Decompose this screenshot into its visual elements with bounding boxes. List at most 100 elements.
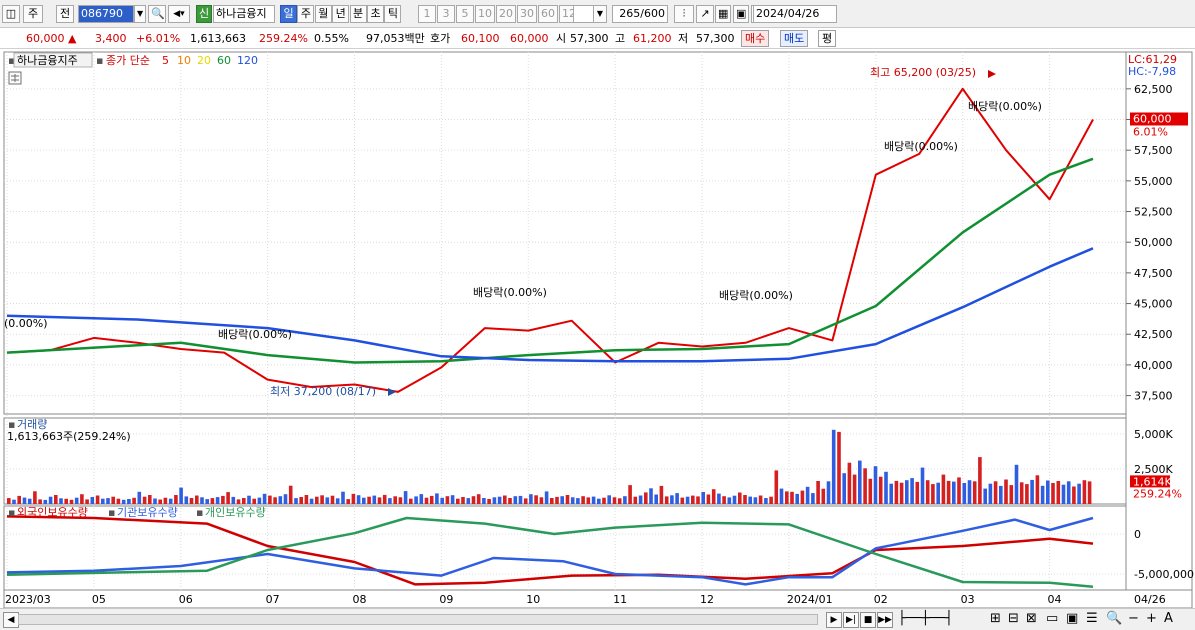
period-tab-0[interactable]: 일 — [280, 5, 297, 23]
compare-icon[interactable]: ▦ — [715, 5, 731, 23]
zoom-fit-icon[interactable]: ⊞ — [990, 611, 1001, 626]
volume-bar-62 — [330, 495, 335, 504]
x-axis-right-label: 04/26 — [1134, 593, 1166, 606]
volume-bar-0 — [7, 498, 11, 504]
trend-tool-icon[interactable]: ↗ — [696, 5, 714, 23]
volume-bar-77 — [409, 498, 413, 504]
volume-bar-91 — [482, 498, 486, 504]
volume-bar-84 — [445, 496, 450, 504]
volume-bar-102 — [539, 497, 544, 504]
zoom-full-icon[interactable]: ▣ — [1066, 611, 1079, 626]
stock-code-dropdown-icon[interactable]: ▼ — [134, 5, 146, 23]
list-icon[interactable]: ☰ — [1086, 611, 1098, 626]
volume-bar-39 — [210, 498, 215, 504]
period-tab-1[interactable]: 주 — [297, 5, 315, 23]
zoom-slider-icon[interactable]: ├──┼──┤ — [898, 611, 953, 626]
zoom-in-icon[interactable]: + — [1146, 611, 1157, 626]
interval-tab-20[interactable]: 20 — [496, 5, 516, 23]
volume-bar-81 — [429, 495, 434, 504]
stock-code-input[interactable]: 086790 — [78, 5, 134, 23]
x-axis-label-12: 04 — [1048, 593, 1062, 606]
x-axis-label-2: 06 — [179, 593, 193, 606]
fast-forward-icon[interactable]: ▶▶ — [877, 612, 893, 628]
period-tab-5[interactable]: 초 — [367, 5, 384, 23]
sell-button[interactable]: 매도 — [780, 30, 809, 47]
zoom-range-icon[interactable]: ⊟ — [1008, 611, 1019, 626]
volume-bar-140 — [738, 492, 742, 504]
volume-bar-172 — [905, 480, 909, 504]
date-field[interactable]: 2024/04/26 — [753, 5, 837, 23]
volume-bar-185 — [972, 481, 977, 504]
hold-bullet-1: ▪ — [108, 506, 115, 519]
volume-bar-43 — [231, 496, 236, 504]
volume-bar-143 — [753, 497, 758, 504]
stock-title-box[interactable] — [13, 52, 93, 68]
interval-tab-3[interactable]: 3 — [437, 5, 455, 23]
volume-bar-101 — [534, 495, 538, 504]
price-annotation-6: 배당락(0.00%) — [884, 140, 958, 153]
volume-bar-106 — [560, 496, 564, 504]
period-tab-4[interactable]: 분 — [349, 5, 367, 23]
chart-area: 최고 65,200 (03/25) 최저 37,200 (08/17) (0.00%… — [3, 51, 1194, 608]
chart-type-icon[interactable]: ⫶ — [674, 5, 694, 23]
x-axis-label-0: 2023/03 — [5, 593, 51, 606]
volume-bar-33 — [179, 487, 183, 504]
horizontal-scrollbar[interactable] — [18, 614, 818, 625]
volume-ratio: 259.24% — [259, 32, 308, 45]
period-tab-3[interactable]: 년 — [332, 5, 350, 23]
magnify-icon[interactable]: 🔍 — [1106, 611, 1123, 626]
eval-button[interactable]: 평 — [818, 30, 837, 47]
interval-tab-5[interactable]: 5 — [456, 5, 474, 23]
foreign-holdings-line — [6, 515, 1094, 586]
volume-bar-148 — [779, 488, 784, 504]
volume-bar-15 — [85, 499, 89, 504]
volume-bar-191 — [1004, 479, 1008, 504]
data-count-field[interactable]: 265/600 — [612, 5, 668, 23]
volume-bar-192 — [1009, 485, 1014, 504]
volume-bar-22 — [121, 499, 126, 504]
interval-tab-30[interactable]: 30 — [517, 5, 537, 23]
volume-bar-61 — [325, 497, 330, 504]
scroll-right-icon[interactable]: ▶ — [826, 612, 842, 628]
stop-icon[interactable]: ■ — [860, 612, 876, 628]
step-back-icon[interactable]: ▶| — [843, 612, 859, 628]
volume-bar-86 — [456, 498, 460, 504]
volume-bar-37 — [200, 497, 204, 504]
volume-bar-133 — [701, 492, 705, 504]
volume-bar-17 — [95, 495, 100, 504]
period-code-select[interactable]: 주 — [23, 5, 43, 23]
volume-bar-112 — [591, 496, 596, 504]
volume-bar-123 — [649, 488, 653, 504]
period-tab-2[interactable]: 월 — [314, 5, 332, 23]
interval-dropdown-icon[interactable]: ▼ — [593, 5, 607, 23]
save-icon[interactable]: ▣ — [733, 5, 749, 23]
volume-bar-21 — [116, 498, 121, 504]
volume-bar-189 — [993, 481, 998, 504]
interval-tab-1[interactable]: 1 — [418, 5, 436, 23]
window-menu-icon[interactable]: ◫ — [2, 5, 20, 23]
x-axis-label-8: 12 — [700, 593, 714, 606]
high-arrow-icon — [988, 70, 996, 78]
buy-button[interactable]: 매수 — [741, 30, 770, 47]
price-annotation-2: (0.00%) — [4, 317, 48, 330]
volume-bar-128 — [675, 493, 679, 504]
volume-bar-184 — [967, 480, 972, 504]
new-badge: 신 — [196, 5, 212, 23]
scroll-left-icon[interactable]: ◀ — [3, 612, 19, 628]
volume-bar-122 — [644, 492, 648, 504]
search-icon[interactable]: 🔍 — [148, 5, 166, 23]
interval-tab-60[interactable]: 60 — [538, 5, 558, 23]
text-size-icon[interactable]: A — [1164, 611, 1173, 626]
stock-name-field[interactable]: 하나금융지 — [213, 5, 275, 23]
volume-bar-129 — [680, 497, 685, 504]
prev-code-button[interactable]: 전 — [56, 5, 74, 23]
period-tab-6[interactable]: 틱 — [384, 5, 402, 23]
interval-tab-10[interactable]: 10 — [475, 5, 495, 23]
sound-icon[interactable]: ◀▾ — [168, 5, 190, 23]
zoom-bar-icon[interactable]: ▭ — [1046, 611, 1059, 626]
volume-bar-16 — [90, 497, 95, 504]
volume-bar-12 — [69, 499, 74, 504]
zoom-split-icon[interactable]: ⊠ — [1026, 611, 1037, 626]
zoom-out-icon[interactable]: − — [1128, 611, 1139, 626]
volume-bar-44 — [236, 499, 241, 504]
